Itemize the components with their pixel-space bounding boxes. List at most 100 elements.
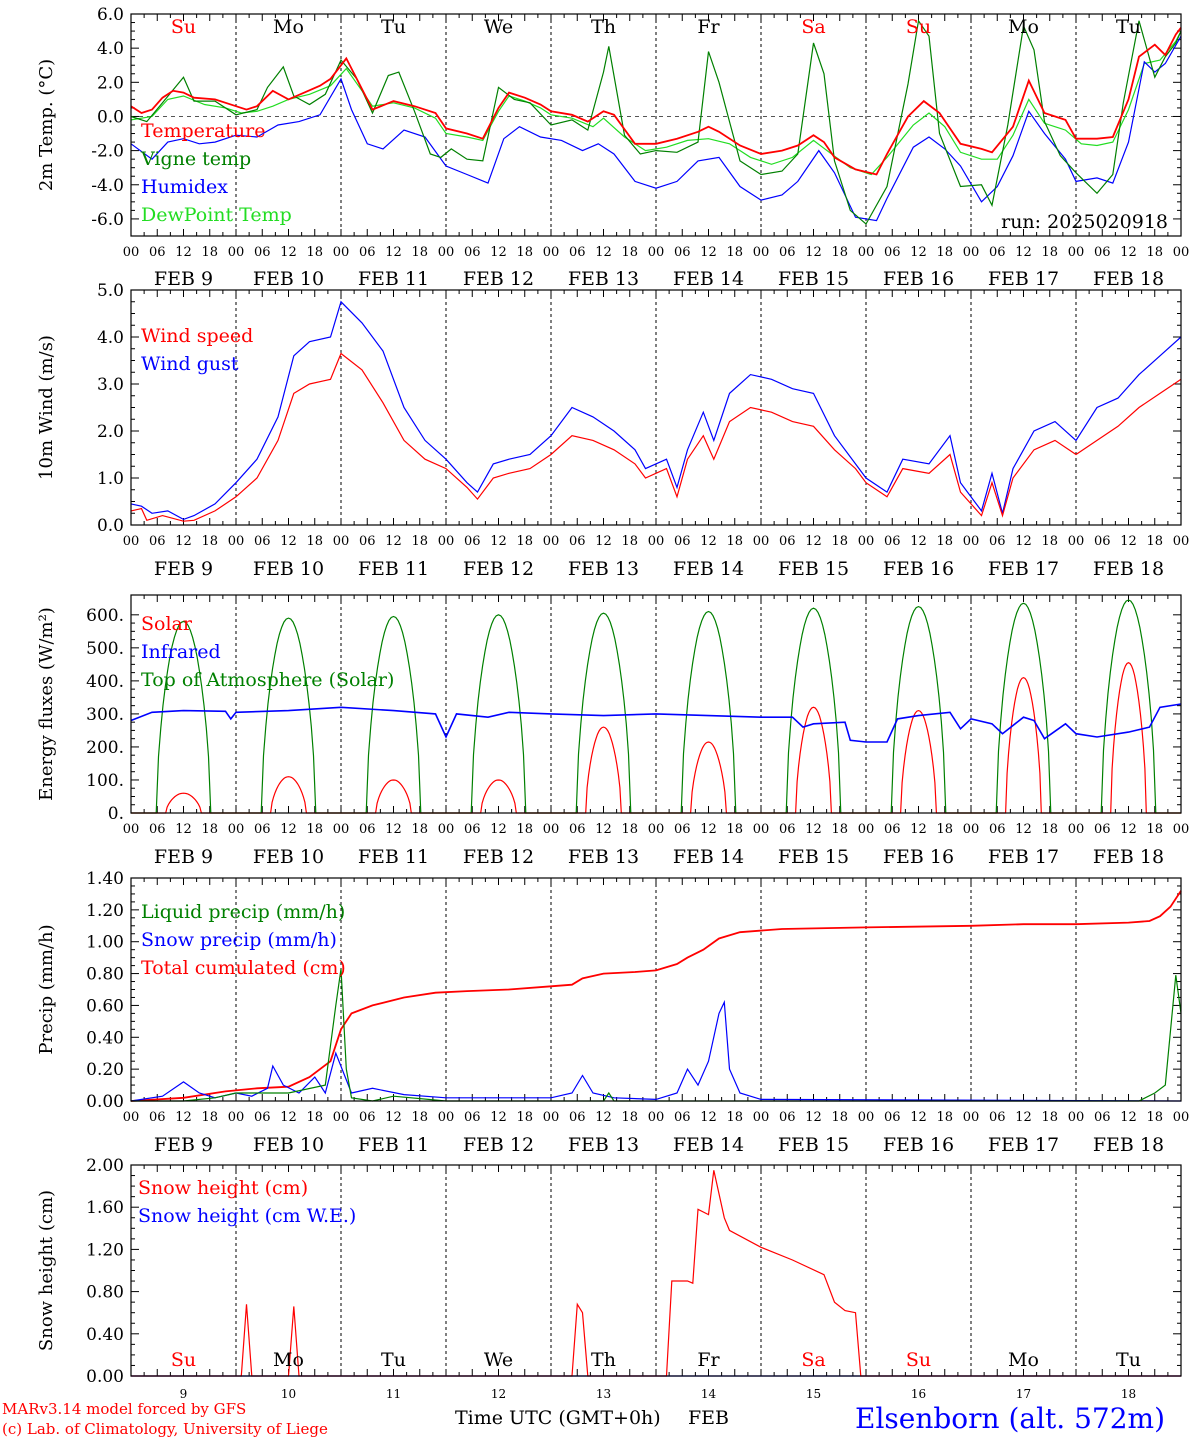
solar-line bbox=[446, 779, 551, 814]
y-tick-label: 200. bbox=[86, 738, 124, 758]
hour-tick-label: 06 bbox=[1094, 1110, 1111, 1125]
y-tick-label: 300. bbox=[86, 705, 124, 725]
hour-tick-label: 00 bbox=[438, 245, 455, 260]
hour-tick-label: 00 bbox=[753, 245, 770, 260]
solar-line bbox=[551, 726, 656, 814]
hour-tick-label: 12 bbox=[700, 534, 717, 549]
hour-tick-label: 06 bbox=[464, 822, 481, 837]
toa-solar-line bbox=[551, 612, 656, 814]
day-number-label: 10 bbox=[281, 1387, 296, 1401]
hour-tick-label: 06 bbox=[884, 1110, 901, 1125]
hour-tick-label: 12 bbox=[805, 534, 822, 549]
hour-tick-label: 00 bbox=[543, 1110, 560, 1125]
hour-tick-label: 00 bbox=[333, 245, 350, 260]
hour-tick-label: 12 bbox=[280, 1110, 297, 1125]
run-label: run: 2025020918 bbox=[1001, 211, 1168, 233]
hour-tick-label: 12 bbox=[385, 822, 402, 837]
day-number-label: 11 bbox=[386, 1387, 401, 1401]
date-label: FEB 10 bbox=[253, 1134, 324, 1156]
hour-tick-label: 12 bbox=[490, 245, 507, 260]
y-axis-label: 2m Temp. (°C) bbox=[36, 59, 57, 191]
date-label: FEB 14 bbox=[673, 268, 744, 290]
solar-line bbox=[761, 706, 866, 814]
series-line bbox=[130, 999, 1182, 1102]
hour-tick-label: 18 bbox=[621, 245, 638, 260]
weekday-label: Tu bbox=[381, 16, 406, 38]
day-number-label: 16 bbox=[911, 1387, 926, 1401]
day-number-label: 13 bbox=[596, 1387, 611, 1401]
legend-entry: Solar bbox=[141, 613, 193, 635]
hour-tick-label: 12 bbox=[700, 1110, 717, 1125]
weekday-label: Mo bbox=[273, 16, 304, 38]
solar-line bbox=[131, 792, 236, 814]
series-line bbox=[130, 19, 1182, 225]
hour-tick-label: 06 bbox=[779, 1110, 796, 1125]
date-label: FEB 16 bbox=[883, 846, 954, 868]
hour-tick-label: 06 bbox=[569, 534, 586, 549]
legend-entry: Snow precip (mm/h) bbox=[141, 929, 337, 951]
y-tick-label: -6.0 bbox=[91, 210, 124, 230]
y-tick-label: 0.80 bbox=[86, 1283, 124, 1303]
hour-tick-label: 00 bbox=[858, 245, 875, 260]
y-tick-label: 1.60 bbox=[86, 1198, 124, 1218]
hour-tick-label: 18 bbox=[516, 1110, 533, 1125]
hour-tick-label: 06 bbox=[779, 245, 796, 260]
series-line bbox=[130, 27, 1182, 176]
hour-tick-label: 06 bbox=[884, 534, 901, 549]
date-label: FEB 9 bbox=[154, 846, 213, 868]
hour-tick-label: 18 bbox=[936, 534, 953, 549]
y-tick-label: 1.0 bbox=[97, 469, 124, 489]
date-label: FEB 12 bbox=[463, 268, 534, 290]
toa-solar-line bbox=[866, 605, 971, 814]
hour-tick-label: 18 bbox=[726, 822, 743, 837]
y-tick-label: 3.0 bbox=[97, 375, 124, 395]
hour-tick-label: 18 bbox=[411, 534, 428, 549]
panel-3: 600. 500. 400. 300. 200. 100. 0. Energy fluxes … bbox=[36, 594, 1189, 868]
plot-frame bbox=[130, 594, 1182, 814]
hour-tick-label: 18 bbox=[411, 822, 428, 837]
toa-solar-line bbox=[971, 602, 1076, 814]
hour-tick-label: 00 bbox=[648, 245, 665, 260]
hour-tick-label: 06 bbox=[779, 534, 796, 549]
date-label: FEB 12 bbox=[463, 558, 534, 580]
day-number-label: 12 bbox=[491, 1387, 506, 1401]
date-label: FEB 18 bbox=[1093, 846, 1164, 868]
date-label: FEB 16 bbox=[883, 1134, 954, 1156]
weekday-label: Su bbox=[171, 1349, 196, 1371]
hour-tick-label: 00 bbox=[543, 245, 560, 260]
hour-tick-label: 18 bbox=[516, 822, 533, 837]
hour-tick-label: 12 bbox=[1015, 822, 1032, 837]
weekday-label: Sa bbox=[801, 1349, 825, 1371]
hour-tick-label: 12 bbox=[280, 245, 297, 260]
weekday-label: We bbox=[484, 16, 513, 38]
x-axis-title: Time UTC (GMT+0h) bbox=[455, 1407, 661, 1429]
hour-tick-label: 06 bbox=[989, 534, 1006, 549]
date-label: FEB 9 bbox=[154, 558, 213, 580]
y-tick-label: 0.40 bbox=[86, 1028, 124, 1048]
infrared-line bbox=[130, 703, 1182, 743]
date-label: FEB 11 bbox=[358, 558, 429, 580]
hour-tick-label: 12 bbox=[805, 1110, 822, 1125]
hour-tick-label: 06 bbox=[674, 822, 691, 837]
date-label: FEB 18 bbox=[1093, 558, 1164, 580]
hour-tick-label: 12 bbox=[910, 822, 927, 837]
solar-line bbox=[656, 741, 761, 814]
hour-tick-label: 12 bbox=[385, 245, 402, 260]
hour-tick-label: 06 bbox=[464, 1110, 481, 1125]
hour-tick-label: 18 bbox=[201, 534, 218, 549]
plot-frame bbox=[130, 289, 1182, 526]
hour-tick-label: 18 bbox=[306, 822, 323, 837]
hour-tick-label: 00 bbox=[438, 1110, 455, 1125]
hour-tick-label: 12 bbox=[1015, 1110, 1032, 1125]
y-tick-label: 2.0 bbox=[97, 73, 124, 93]
hour-tick-label: 12 bbox=[595, 245, 612, 260]
hour-tick-label: 18 bbox=[1041, 822, 1058, 837]
series-line bbox=[130, 890, 1182, 1102]
hour-tick-label: 00 bbox=[1068, 1110, 1085, 1125]
legend-entry: Total cumulated (cm) bbox=[141, 957, 346, 979]
station-title: Elsenborn (alt. 572m) bbox=[855, 1402, 1166, 1435]
hour-tick-label: 18 bbox=[936, 1110, 953, 1125]
hour-tick-label: 12 bbox=[280, 534, 297, 549]
hour-tick-label: 00 bbox=[648, 534, 665, 549]
